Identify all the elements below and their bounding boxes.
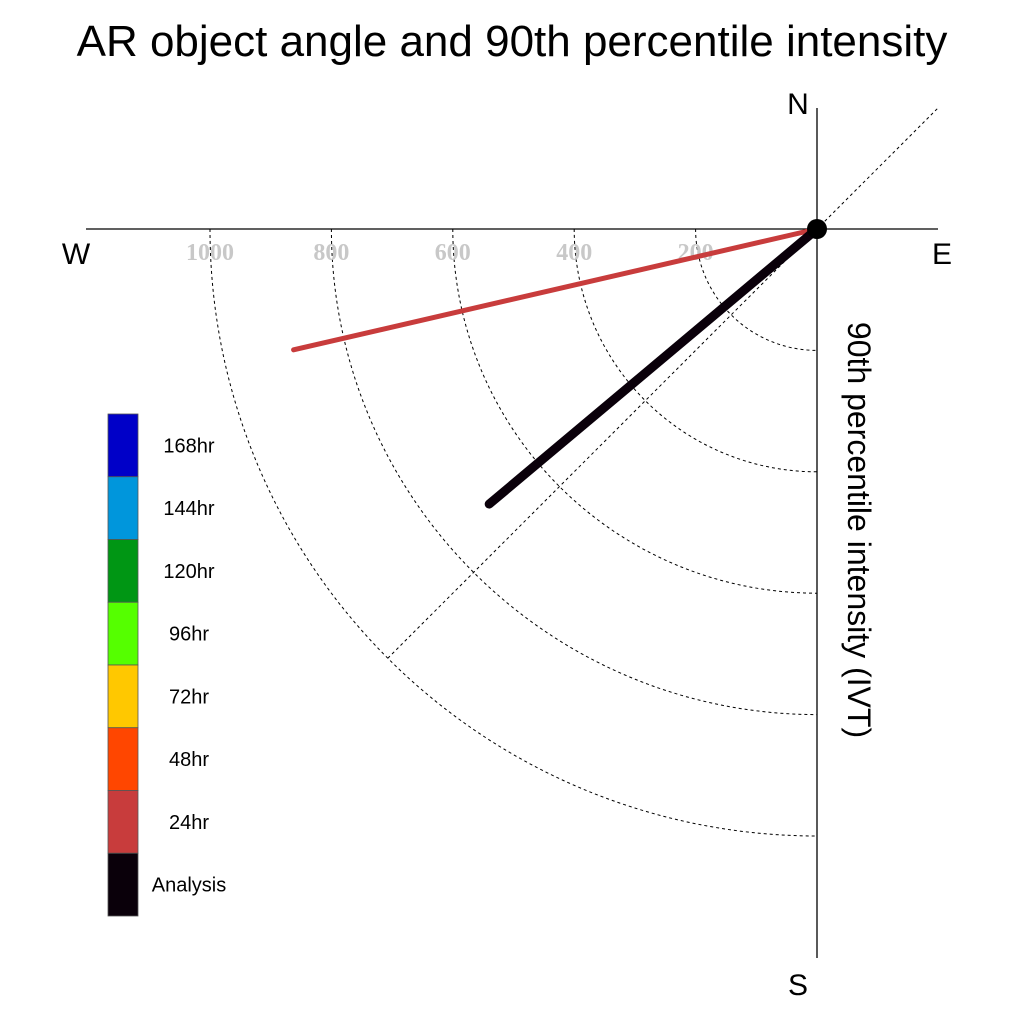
legend-label-120hr: 120hr — [163, 561, 214, 583]
chart-title: AR object angle and 90th percentile inte… — [77, 17, 948, 66]
legend-swatch-168hr — [107, 413, 139, 478]
compass-west: W — [62, 238, 91, 271]
series-vector-24hr — [291, 226, 820, 353]
legend-swatch-analysis — [107, 852, 139, 917]
radial-tick-800: 800 — [313, 240, 349, 266]
legend-label-48hr: 48hr — [169, 749, 209, 771]
radial-tick-600: 600 — [435, 240, 471, 266]
legend-swatch-120hr — [107, 539, 139, 603]
legend-label-analysis: Analysis — [152, 875, 226, 897]
series-vectors — [291, 224, 822, 509]
y-axis-label: 90th percentile intensity (IVT) — [841, 322, 877, 738]
legend-label-96hr: 96hr — [169, 624, 209, 646]
legend-label-144hr: 144hr — [163, 498, 214, 520]
series-vector-analysis — [484, 224, 822, 509]
legend-swatch-96hr — [107, 601, 139, 666]
legend-swatch-24hr — [107, 790, 139, 854]
legend-label-168hr: 168hr — [163, 435, 214, 457]
grid — [209, 108, 938, 837]
origin-marker — [807, 219, 827, 239]
radial-tick-1000: 1000 — [186, 240, 234, 266]
legend-label-72hr: 72hr — [169, 686, 209, 708]
legend-swatch-48hr — [107, 727, 139, 791]
compass-east: E — [932, 238, 952, 271]
legend: 168hr 144hr 120hr 96hr 72hr 48hr 24hr Analysis — [107, 413, 226, 917]
radial-tick-400: 400 — [556, 240, 592, 266]
compass-north: N — [787, 88, 809, 121]
legend-swatch-72hr — [107, 664, 139, 729]
legend-label-24hr: 24hr — [169, 812, 209, 834]
compass-south: S — [788, 969, 808, 1002]
grid-arc-3 — [330, 228, 818, 716]
legend-swatch-144hr — [107, 476, 139, 540]
